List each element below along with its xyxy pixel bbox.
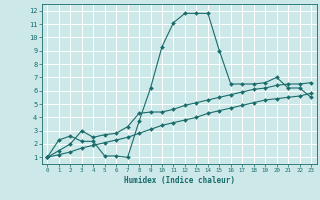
X-axis label: Humidex (Indice chaleur): Humidex (Indice chaleur) xyxy=(124,176,235,185)
